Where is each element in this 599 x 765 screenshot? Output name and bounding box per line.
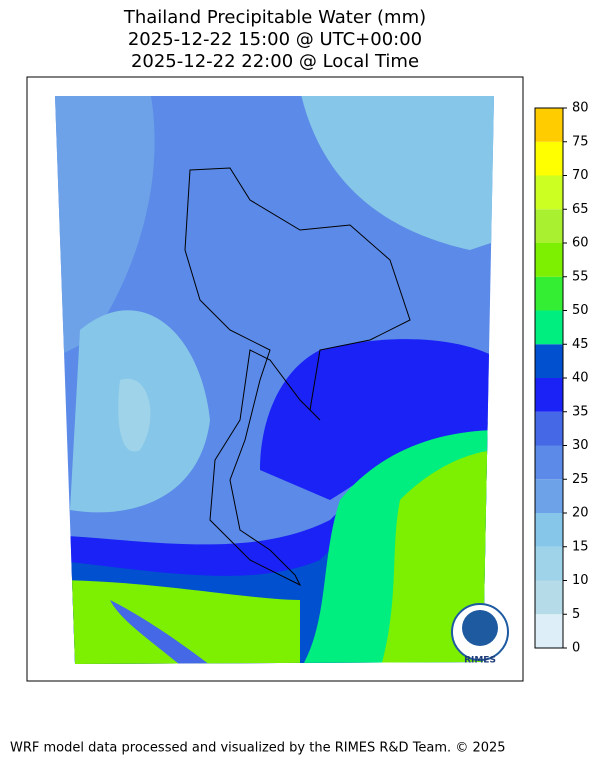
map-frame [26,76,524,682]
title-line: 2025-12-22 22:00 @ Local Time [131,51,419,72]
colorbar-tick-label: 50 [572,303,589,318]
colorbar-tick-label: 40 [572,371,589,386]
title-line: 2025-12-22 15:00 @ UTC+00:00 [128,29,422,50]
colorbar-segment [535,614,563,648]
colorbar-segment [535,445,563,480]
colorbar-tick-label: 35 [572,404,589,419]
colorbar-segment [535,513,563,547]
colorbar-tick-label: 45 [572,337,589,352]
colorbar-tick-label: 80 [572,101,589,116]
colorbar-segment [535,580,563,615]
colorbar-segment [535,546,563,581]
colorbar-tick-label: 0 [572,641,580,656]
colorbar-segment [535,378,563,412]
colorbar-tick-label: 75 [572,134,589,149]
colorbar-segment [535,344,563,378]
colorbar-tick-label: 70 [572,168,589,183]
colorbar-tick-label: 65 [572,202,589,217]
colorbar-tick-label: 30 [572,438,589,453]
colorbar-segment [535,175,563,210]
colorbar: 0 5 10 15 20 25 30 35 40 45 50 55 60 65 70 75 80 [534,101,589,656]
map: RIMES [55,96,509,666]
logo-text: RIMES [464,656,496,666]
colorbar-tick-label: 55 [572,269,589,284]
colorbar-segment [535,310,563,345]
title-line: Thailand Precipitable Water (mm) [123,7,426,28]
colorbar-tick-label: 10 [572,573,589,588]
colorbar-tick-label: 20 [572,506,589,521]
colorbar-segment [535,108,563,142]
colorbar-tick-label: 25 [572,472,589,487]
colorbar-tick-label: 5 [572,607,580,622]
footer: WRF model data processed and visualized … [10,741,506,756]
colorbar-segment [535,411,563,446]
colorbar-segment [535,141,563,176]
colorbar-tick-label: 60 [572,236,589,251]
colorbar-segment [535,479,563,513]
colorbar-segment [535,209,563,243]
colorbar-segment [535,243,563,277]
colorbar-tick-label: 15 [572,539,589,554]
colorbar-segment [535,276,563,311]
